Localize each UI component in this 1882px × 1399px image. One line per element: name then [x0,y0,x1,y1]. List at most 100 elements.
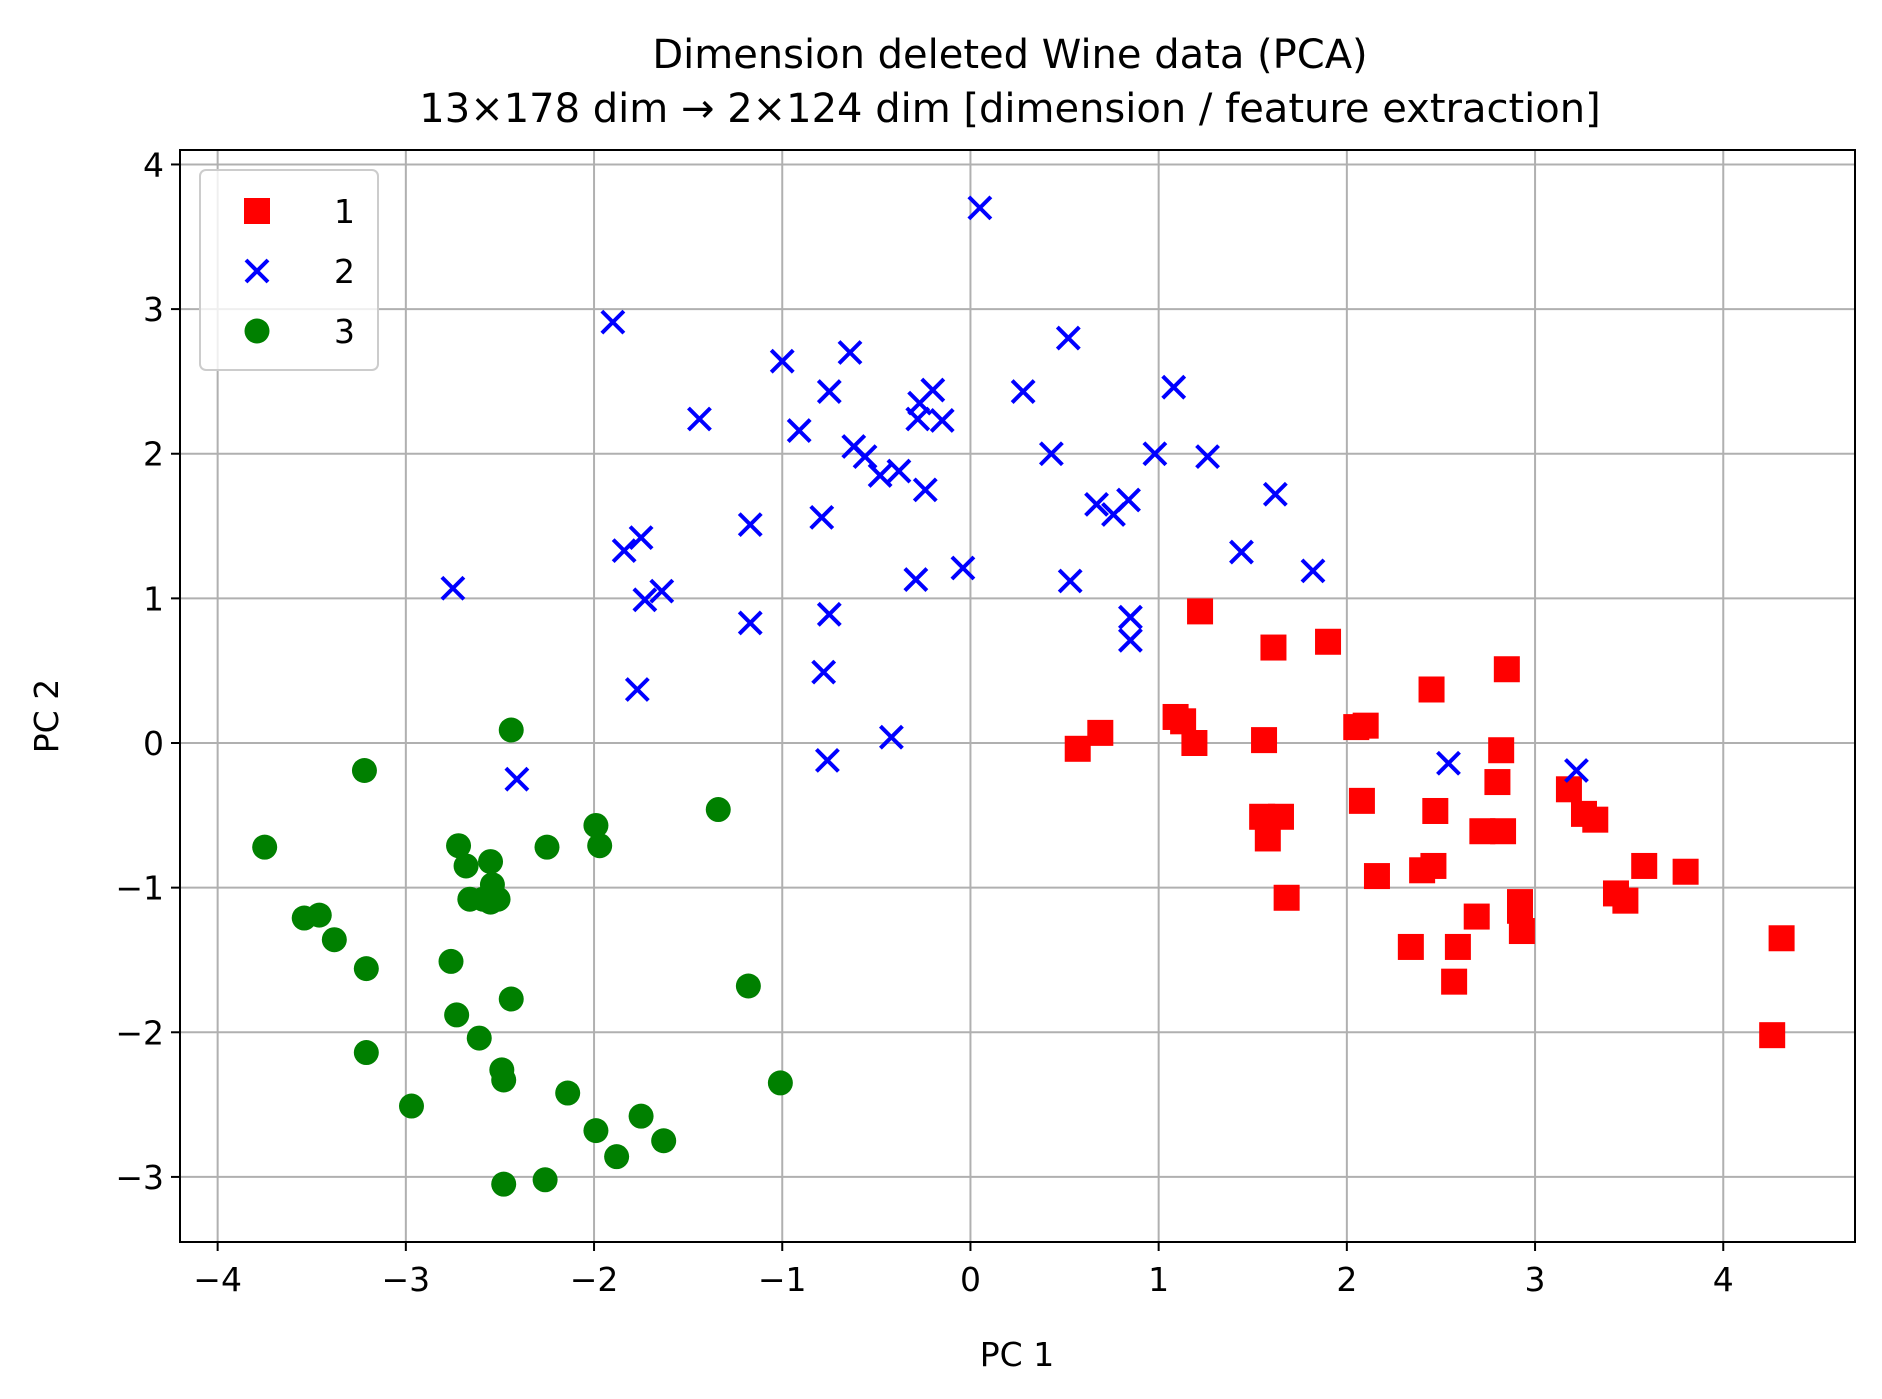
data-point-series-2 [905,406,931,432]
data-point-series-3 [351,757,377,783]
data-point-series-3 [604,1144,630,1170]
data-point-series-3 [444,1002,470,1028]
data-point-series-2 [950,555,976,581]
data-point-series-1 [1484,769,1511,796]
data-point-series-1 [1463,903,1490,930]
data-point-series-2 [632,587,658,613]
data-point-series-1 [1170,708,1197,735]
data-point-series-2 [440,575,466,601]
data-point-series-2 [769,348,795,374]
y-axis-label: PC 2 [27,679,66,753]
data-point-series-2 [912,477,938,503]
data-point-series-2 [737,610,763,636]
data-point-series-1 [1768,925,1795,952]
data-point-series-2 [852,444,878,470]
data-point-series-2 [1229,539,1254,565]
data-point-series-1 [1315,628,1342,655]
data-point-series-1 [1582,806,1609,833]
data-point-series-3 [583,812,609,838]
data-point-series-2 [811,659,837,685]
data-point-series-2 [1142,441,1168,467]
data-point-series-2 [878,724,904,750]
y-tick-label: 0 [143,724,164,763]
data-point-series-2 [737,512,763,538]
data-point-series-3 [735,973,761,999]
data-point-series-2 [1118,627,1143,653]
data-point-series-3 [767,1070,793,1096]
x-tick-label: 0 [960,1260,981,1299]
data-point-series-1 [1348,787,1375,814]
data-point-series-3 [583,1118,609,1144]
data-point-series-2 [786,418,812,444]
data-point-series-2 [809,504,835,530]
plot-frame [179,149,1856,1243]
data-point-series-2 [867,463,893,488]
data-point-series-3 [491,1067,517,1093]
x-tick-label: −1 [758,1260,807,1299]
data-point-series-3 [321,927,347,953]
data-point-series-1 [1444,933,1471,960]
legend-label-3: 3 [334,312,355,351]
legend-marker-3 [244,318,270,344]
data-point-series-2 [816,379,842,404]
y-tick-label: −3 [115,1158,164,1197]
data-point-series-1 [1260,634,1287,661]
data-point-series-2 [920,377,946,403]
y-tick-label: −1 [115,869,164,908]
data-point-series-1 [1612,887,1639,914]
data-point-series-3 [353,956,379,982]
data-point-series-2 [1055,325,1081,351]
data-point-series-1 [1267,803,1294,830]
data-point-series-3 [478,889,504,915]
data-point-series-3 [491,1171,517,1197]
data-point-series-2 [504,766,530,792]
chart-title: Dimension deleted Wine data (PCA) [652,32,1367,78]
grid-lines [180,150,1855,1242]
data-point-series-3 [438,948,464,974]
data-point-series-1 [1087,719,1114,746]
data-point-series-3 [587,833,613,859]
data-point-series-3 [398,1093,424,1119]
data-point-series-1 [1187,598,1214,625]
data-point-series-3 [446,833,472,859]
series-2 [440,195,1589,792]
data-point-series-2 [1564,758,1589,783]
x-tick-label: 1 [1148,1260,1169,1299]
series-3 [252,717,793,1197]
data-point-series-2 [886,458,912,484]
data-point-series-2 [1010,379,1036,404]
data-point-series-1 [1508,918,1535,945]
data-point-series-1 [1397,933,1424,960]
data-point-series-1 [1759,1022,1786,1049]
data-point-series-1 [1273,884,1300,911]
data-point-series-1 [1254,825,1281,852]
data-point-series-3 [252,834,278,860]
legend: 1 2 3 [199,169,379,371]
data-point-series-2 [1057,568,1083,594]
data-point-series-2 [1436,750,1461,776]
data-point-series-1 [1181,730,1208,757]
data-point-series-3 [532,1167,558,1193]
data-point-series-1 [1490,818,1517,845]
data-point-series-3 [466,1025,492,1051]
data-point-series-1 [1418,676,1445,703]
data-point-series-1 [1352,712,1379,739]
data-point-series-1 [1251,727,1278,754]
data-point-series-2 [624,677,650,702]
data-point-series-2 [929,408,955,433]
data-point-series-2 [649,578,675,604]
data-point-series-2 [1101,502,1126,527]
data-point-series-2 [1118,604,1143,630]
y-tick-label: 3 [143,290,164,329]
data-point-series-3 [353,1040,379,1066]
y-tick-label: 1 [143,579,164,618]
data-point-series-3 [628,1103,654,1129]
data-point-series-3 [555,1080,581,1106]
data-point-series-1 [1488,737,1515,764]
data-series [252,195,1795,1197]
data-point-series-2 [967,195,993,221]
data-point-series-3 [478,849,504,875]
data-point-series-1 [1064,735,1091,762]
legend-label-2: 2 [334,252,355,291]
data-point-series-3 [705,797,731,823]
